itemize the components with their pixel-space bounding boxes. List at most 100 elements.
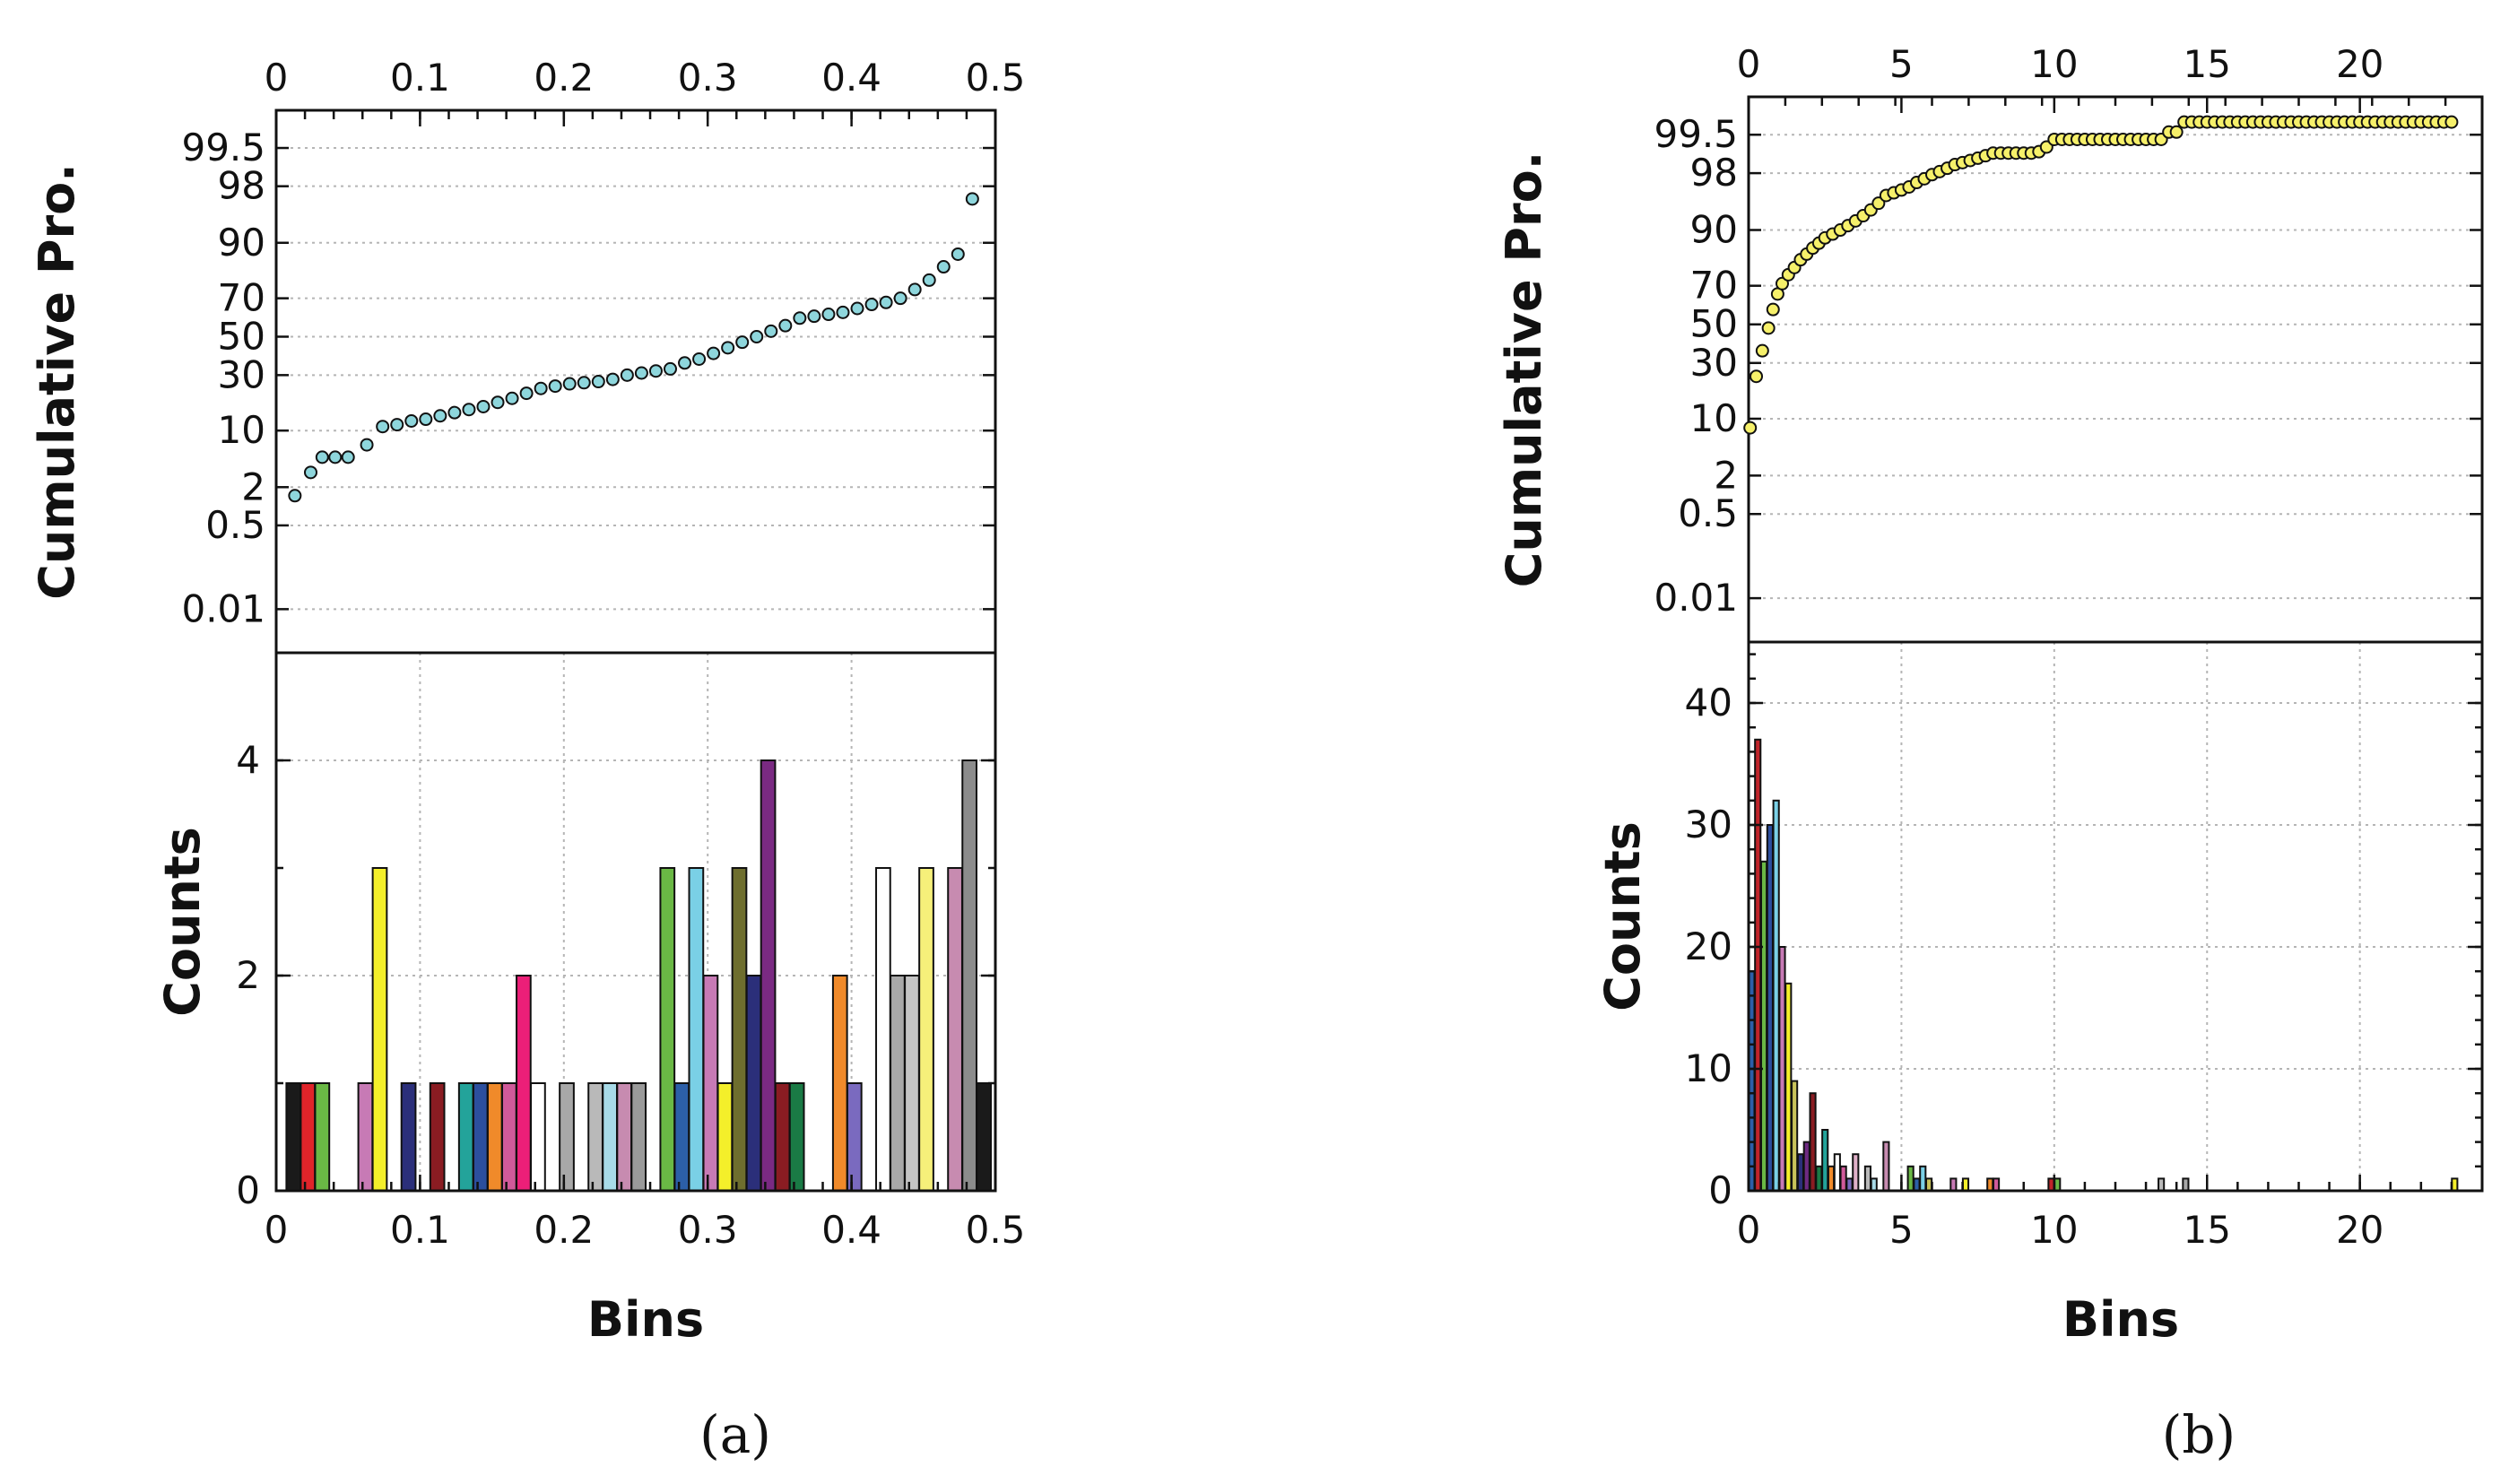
- histogram-bar: [357, 1082, 374, 1192]
- histogram-bar: [1919, 1165, 1927, 1193]
- data-point: [879, 295, 893, 309]
- histogram-bar: [1839, 1165, 1847, 1193]
- data-point: [404, 413, 419, 428]
- data-point: [821, 308, 836, 322]
- y-tick-label: 20: [1685, 924, 1732, 968]
- histogram-bar: [788, 1082, 805, 1192]
- histogram-bar: [2451, 1177, 2459, 1193]
- data-point: [663, 361, 677, 376]
- x-tick-label: 0: [265, 1208, 289, 1252]
- histogram-bar: [745, 975, 762, 1192]
- data-point: [605, 372, 620, 386]
- data-point: [678, 356, 692, 370]
- y-tick-label: 2: [1714, 453, 1738, 497]
- histogram-bar: [731, 867, 748, 1192]
- histogram-bar: [659, 867, 676, 1192]
- x-tick-label-top: 0.4: [821, 56, 881, 100]
- data-point: [864, 298, 879, 312]
- y-tick-label: 99.5: [1654, 112, 1738, 156]
- data-point: [491, 395, 505, 410]
- histogram-bar: [630, 1082, 647, 1192]
- data-point: [764, 324, 778, 338]
- data-point: [577, 376, 591, 390]
- histogram-bar: [1882, 1141, 1890, 1192]
- x-tick-label-top: 0: [265, 56, 289, 100]
- data-point: [315, 450, 329, 464]
- data-point: [922, 273, 936, 287]
- histogram-bar: [1796, 1153, 1805, 1192]
- data-point: [419, 412, 433, 427]
- histogram-bar: [702, 975, 719, 1192]
- histogram-bar: [976, 1082, 993, 1192]
- y-tick-label: 0: [1708, 1168, 1732, 1212]
- data-point: [1750, 369, 1764, 384]
- data-point: [907, 282, 922, 297]
- data-point: [850, 301, 864, 316]
- x-tick-label: 20: [2336, 1208, 2383, 1252]
- data-point: [735, 335, 750, 350]
- histogram-bar: [1993, 1177, 2001, 1193]
- x-tick-label-top: 0.3: [678, 56, 738, 100]
- data-point: [534, 381, 548, 395]
- y-axis-label: Counts: [1594, 821, 1651, 1011]
- data-point: [707, 346, 721, 360]
- data-point: [793, 311, 807, 325]
- histogram-bar: [1766, 824, 1774, 1192]
- data-point: [634, 366, 648, 380]
- data-point: [692, 351, 707, 366]
- data-point: [620, 368, 634, 382]
- data-point: [591, 375, 605, 389]
- y-tick-label: 30: [1690, 341, 1738, 385]
- caption-a: (a): [699, 1404, 771, 1465]
- histogram-bar: [616, 1082, 633, 1192]
- histogram-bar: [472, 1082, 489, 1192]
- y-tick-label: 98: [1690, 151, 1738, 195]
- histogram-bar: [1802, 1141, 1810, 1192]
- x-tick-label-top: 0: [1737, 42, 1761, 86]
- histogram-bar: [516, 975, 532, 1192]
- y-tick-label: 70: [1690, 264, 1738, 308]
- x-tick-label: 0.1: [390, 1208, 450, 1252]
- data-point: [1761, 321, 1776, 335]
- data-point: [778, 318, 793, 333]
- data-point: [476, 399, 491, 413]
- data-point: [965, 192, 979, 206]
- plot-frame: [1747, 640, 2484, 1193]
- histogram-bar: [1906, 1165, 1915, 1193]
- data-point: [721, 341, 735, 355]
- histogram-bar: [1754, 738, 1762, 1192]
- histogram-bar: [300, 1082, 317, 1192]
- y-tick-label: 30: [1685, 803, 1732, 846]
- histogram-bar: [688, 867, 705, 1192]
- data-point: [505, 391, 519, 405]
- histogram-bar: [846, 1082, 863, 1192]
- histogram-bar: [774, 1082, 791, 1192]
- data-point: [1871, 196, 1886, 211]
- y-tick-label: 98: [218, 164, 265, 208]
- histogram-bar: [285, 1082, 302, 1192]
- histogram-bar: [890, 975, 906, 1192]
- x-tick-label-top: 0.5: [966, 56, 1026, 100]
- histogram-bar: [1870, 1177, 1878, 1193]
- panel-b-histogram: 0 10 20 30 40 0 5 10 15 20 Counts Bins: [1594, 640, 2484, 1348]
- data-point: [836, 305, 850, 319]
- histogram-bar: [602, 1082, 618, 1192]
- data-point: [2169, 125, 2184, 139]
- histogram-bar: [314, 1082, 331, 1192]
- data-point: [1766, 302, 1780, 317]
- histogram-bar: [1821, 1129, 1829, 1192]
- data-point: [303, 465, 317, 480]
- plot-frame: [1747, 95, 2484, 644]
- y-tick-label: 2: [241, 464, 265, 508]
- histogram-bar: [500, 1082, 517, 1192]
- x-tick-label: 0: [1737, 1208, 1761, 1252]
- histogram-bar: [530, 1082, 546, 1192]
- data-point: [548, 379, 562, 394]
- y-tick-label: 0.5: [1678, 491, 1738, 535]
- x-tick-label-top: 20: [2336, 42, 2383, 86]
- histogram-bar: [457, 1082, 474, 1192]
- data-point: [519, 386, 534, 401]
- histogram-bar: [2158, 1177, 2166, 1193]
